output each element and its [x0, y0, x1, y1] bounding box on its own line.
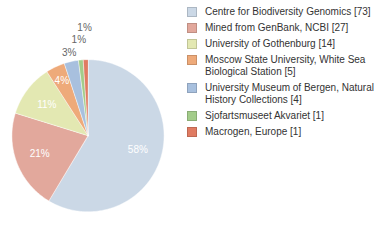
svg-text:58%: 58%: [128, 144, 148, 155]
html-text:Moscow State University, White: Moscow State University, White Sea Biolo…: [205, 54, 366, 77]
svg-text:3%: 3%: [62, 47, 77, 58]
html-text:University Museum of Bergen, N: University Museum of Bergen, Natural His…: [205, 82, 374, 105]
html-text:Mined from GenBank, NCBI [27]: Mined from GenBank, NCBI [27]: [205, 22, 349, 33]
svg-text:4%: 4%: [55, 75, 70, 86]
html-text:University of Gothenburg [14]: University of Gothenburg [14]: [205, 38, 336, 49]
svg-text:11%: 11%: [37, 99, 56, 110]
html-text:Sjofartsmuseet Akvariet [1]: Sjofartsmuseet Akvariet [1]: [205, 110, 324, 121]
svg-text:1%: 1%: [72, 34, 87, 45]
svg-text:21%: 21%: [30, 148, 50, 159]
html-text:Macrogen, Europe [1]: Macrogen, Europe [1]: [205, 126, 302, 137]
html-text:Centre for Biodiversity Genomi: Centre for Biodiversity Genomics [73]: [205, 6, 371, 17]
svg-text:1%: 1%: [77, 22, 92, 33]
